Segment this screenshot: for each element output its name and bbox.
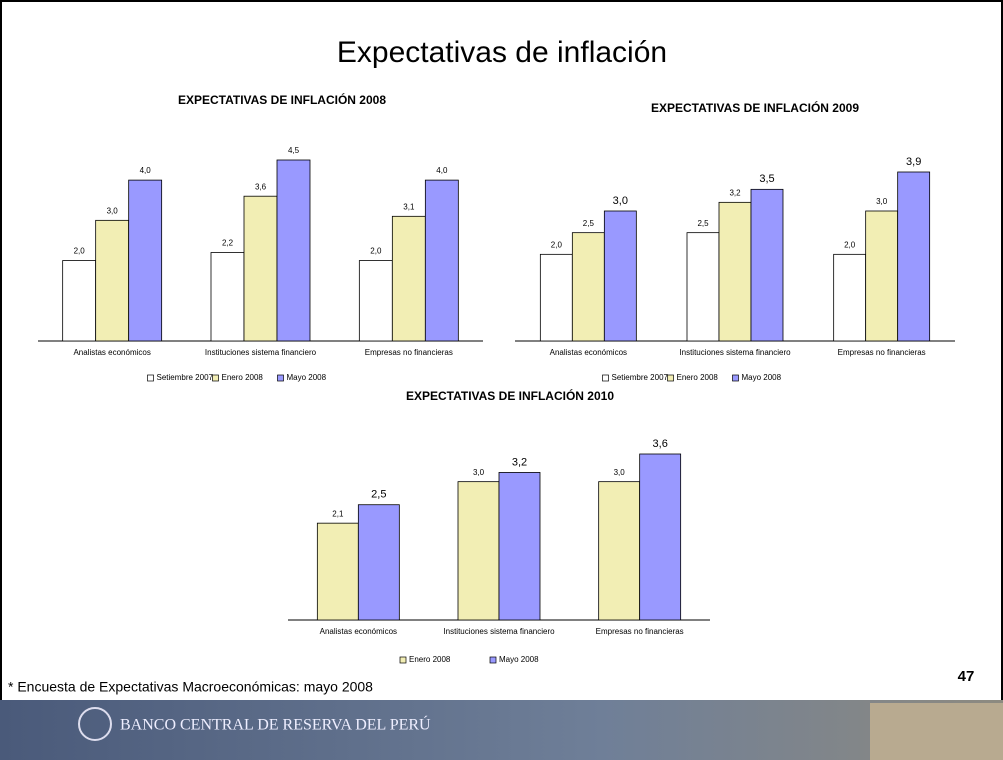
legend-swatch	[732, 374, 739, 382]
page-number: 47	[958, 668, 975, 685]
value-label: 3,0	[473, 468, 485, 477]
legend-label: Mayo 2008	[499, 655, 539, 664]
value-label: 3,0	[107, 206, 119, 215]
bar	[62, 260, 97, 342]
value-label: 2,2	[222, 239, 234, 248]
bar	[539, 253, 573, 342]
footer-text: BANCO CENTRAL DE RESERVA DEL PERÚ	[120, 715, 431, 734]
bar	[424, 179, 459, 342]
x-tick-label: Instituciones sistema financiero	[443, 627, 555, 636]
legend-swatch	[277, 374, 284, 382]
x-tick-label: Instituciones sistema financiero	[679, 348, 791, 357]
legend-label: Setiembre 2007	[612, 373, 669, 382]
value-label: 3,2	[512, 456, 527, 468]
value-label: 3,1	[403, 202, 415, 211]
footnote: * Encuesta de Expectativas Macroeconómic…	[8, 679, 373, 695]
x-tick-label: Instituciones sistema financiero	[205, 348, 317, 357]
bar	[603, 210, 637, 342]
value-label: 2,5	[697, 219, 709, 228]
legend-label: Enero 2008	[222, 373, 264, 382]
value-label: 3,6	[255, 182, 267, 191]
legend-label: Mayo 2008	[742, 373, 782, 382]
x-tick-label: Analistas económicos	[320, 627, 397, 636]
legend-label: Enero 2008	[677, 373, 719, 382]
bar	[865, 210, 899, 342]
bar	[243, 195, 278, 342]
value-label: 2,0	[551, 240, 563, 249]
footer-photo	[870, 703, 1003, 760]
x-tick-label: Empresas no financieras	[838, 348, 926, 357]
bar	[718, 201, 752, 342]
value-label: 3,9	[906, 156, 921, 168]
legend-swatch	[399, 656, 407, 664]
x-tick-label: Analistas económicos	[73, 348, 150, 357]
value-label: 2,0	[844, 240, 856, 249]
chart-title: EXPECTATIVAS DE INFLACIÓN 2008	[178, 92, 386, 107]
value-label: 3,0	[614, 468, 626, 477]
value-label: 4,0	[436, 166, 448, 175]
bar	[750, 188, 784, 342]
bar	[128, 179, 163, 342]
legend-swatch	[212, 374, 219, 382]
legend-swatch	[667, 374, 674, 382]
bar	[210, 252, 245, 342]
value-label: 3,0	[613, 195, 628, 207]
bar	[357, 504, 400, 621]
bar	[833, 253, 867, 342]
value-label: 4,5	[288, 146, 300, 155]
legend-swatch	[602, 374, 609, 382]
footer-band	[0, 700, 1003, 760]
bar	[95, 219, 130, 342]
bar	[391, 215, 426, 342]
x-tick-label: Analistas económicos	[550, 348, 627, 357]
chart-title: EXPECTATIVAS DE INFLACIÓN 2010	[406, 388, 614, 403]
slide-title: Expectativas de inflación	[337, 36, 667, 69]
value-label: 2,5	[371, 489, 386, 501]
bar	[639, 453, 682, 621]
value-label: 2,0	[74, 247, 86, 256]
bar	[276, 159, 311, 342]
x-tick-label: Empresas no financieras	[596, 627, 684, 636]
bar	[598, 481, 641, 621]
legend-swatch	[489, 656, 497, 664]
bar	[358, 260, 393, 342]
chart-title: EXPECTATIVAS DE INFLACIÓN 2009	[651, 100, 859, 115]
bank-logo	[78, 707, 112, 741]
value-label: 3,2	[729, 188, 741, 197]
legend-label: Setiembre 2007	[157, 373, 214, 382]
value-label: 3,5	[759, 173, 774, 185]
bar	[498, 472, 541, 621]
bar	[316, 522, 359, 621]
bar	[897, 171, 931, 342]
value-label: 3,6	[653, 438, 668, 450]
value-label: 4,0	[140, 166, 152, 175]
bar	[571, 232, 605, 342]
legend-label: Mayo 2008	[287, 373, 327, 382]
value-label: 2,0	[370, 247, 382, 256]
bar	[457, 481, 500, 621]
legend-label: Enero 2008	[409, 655, 451, 664]
x-tick-label: Empresas no financieras	[365, 348, 453, 357]
value-label: 2,1	[332, 509, 344, 518]
value-label: 3,0	[876, 197, 888, 206]
legend-swatch	[147, 374, 154, 382]
bar	[686, 232, 720, 342]
value-label: 2,5	[583, 219, 595, 228]
